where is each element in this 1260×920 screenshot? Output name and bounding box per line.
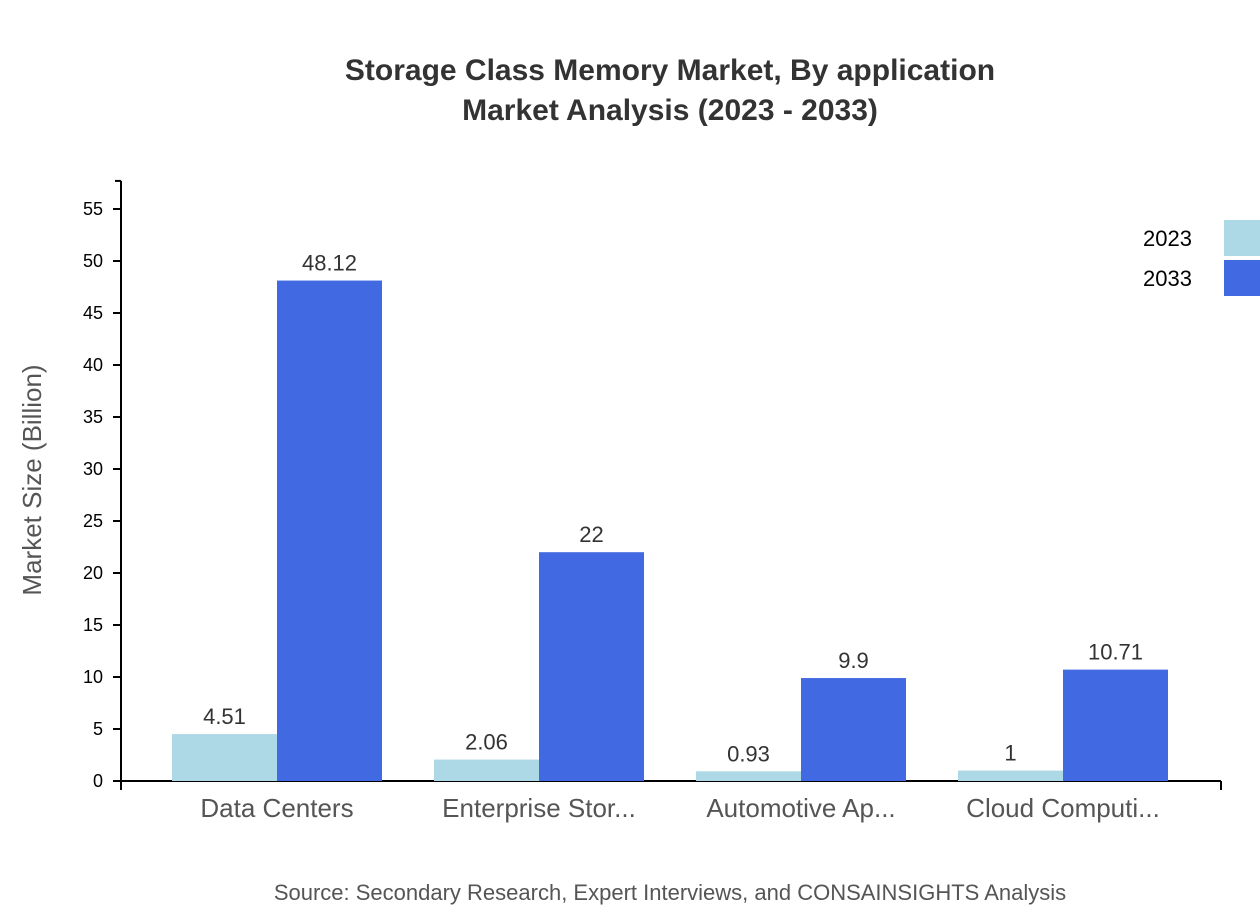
- x-tick-label: Automotive Ap...: [706, 793, 895, 823]
- source-note: Source: Secondary Research, Expert Inter…: [274, 880, 1066, 905]
- y-tick-label: 0: [93, 771, 103, 791]
- y-tick-label: 25: [83, 511, 103, 531]
- y-tick-label: 30: [83, 459, 103, 479]
- x-tick-label: Cloud Computi...: [966, 793, 1160, 823]
- bar-2023-3: [958, 770, 1063, 781]
- legend-swatch-2033: [1224, 260, 1260, 296]
- chart-title-line-1: Storage Class Memory Market, By applicat…: [345, 54, 995, 87]
- x-tick-label: Enterprise Stor...: [442, 793, 636, 823]
- y-axis-label: Market Size (Billion): [17, 364, 47, 595]
- bar-2023-2: [696, 771, 801, 781]
- y-tick-label: 20: [83, 563, 103, 583]
- data-label: 2.06: [465, 730, 508, 755]
- data-label: 1: [1004, 741, 1016, 766]
- data-label: 4.51: [203, 704, 246, 729]
- data-label: 10.71: [1088, 640, 1143, 665]
- bar-2033-3: [1063, 669, 1168, 781]
- y-tick-label: 50: [83, 251, 103, 271]
- y-tick-label: 45: [83, 303, 103, 323]
- data-label: 9.9: [838, 648, 869, 673]
- axes: 0 5 10 15 20 25 30 35 40 45 50 55 Data Centers Enterp…: [83, 179, 1222, 823]
- bar-2033-1: [539, 552, 644, 781]
- chart-title-line-2: Market Analysis (2023 - 2033): [462, 94, 878, 127]
- bar-2023-1: [434, 759, 539, 781]
- y-tick-label: 40: [83, 355, 103, 375]
- data-label: 22: [579, 522, 603, 547]
- legend-label: 2033: [1143, 266, 1192, 291]
- legend-label: 2023: [1143, 226, 1192, 251]
- y-tick-label: 5: [93, 719, 103, 739]
- bar-2023-0: [172, 734, 277, 781]
- legend-swatch-2023: [1224, 220, 1260, 256]
- y-tick-label: 35: [83, 407, 103, 427]
- legend: 2023 2033: [1143, 220, 1260, 296]
- x-tick-label: Data Centers: [200, 793, 353, 823]
- data-label: 0.93: [727, 741, 770, 766]
- y-tick-label: 55: [83, 199, 103, 219]
- y-tick-label: 10: [83, 667, 103, 687]
- bar-2033-2: [801, 678, 906, 781]
- bar-2033-0: [277, 280, 382, 781]
- y-tick-label: 15: [83, 615, 103, 635]
- data-label: 48.12: [302, 251, 357, 276]
- bars: 4.51 48.12 2.06 22 0.93 9.9 1 10.71: [172, 251, 1168, 781]
